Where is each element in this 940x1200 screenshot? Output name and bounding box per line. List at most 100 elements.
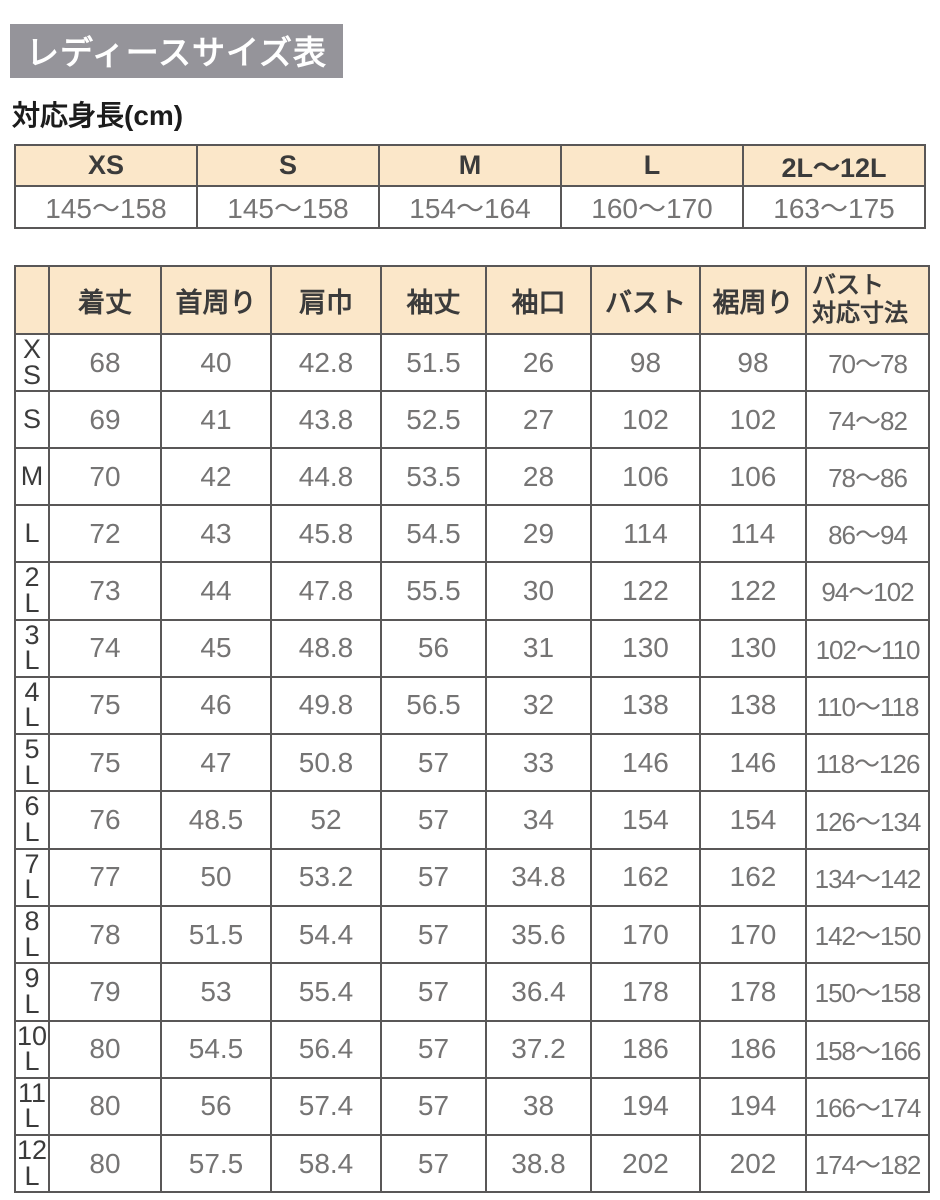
measure-value-cell: 57.5 (160, 1134, 272, 1194)
measure-value-cell: 44.8 (270, 447, 382, 507)
measure-value-cell: 194 (590, 1076, 701, 1137)
measure-value-cell: 45.8 (270, 504, 382, 564)
measure-value-cell: 57.4 (270, 1076, 382, 1137)
height-table: XS S M L 2L〜12L 145〜158 145〜158 154〜164 160〜170… (14, 144, 926, 229)
size-row-label: L (14, 504, 50, 564)
measure-value-cell: 106 (699, 447, 807, 507)
measure-value-cell: 178 (699, 962, 807, 1022)
measure-value-cell: 56 (380, 618, 487, 678)
measure-value-cell: 70 (48, 447, 162, 507)
measure-value-cell: 54.5 (380, 504, 487, 564)
measure-value-cell: 43 (160, 504, 272, 564)
measure-value-cell: 27 (485, 390, 592, 450)
measure-value-cell: 150〜158 (805, 962, 930, 1022)
measure-value-cell: 74〜82 (805, 390, 930, 450)
measure-value-cell: 118〜126 (805, 733, 930, 793)
height-size-header: XS (14, 144, 198, 187)
measure-value-cell: 154 (590, 790, 701, 850)
measure-value-cell: 174〜182 (805, 1134, 930, 1194)
height-size-header: L (560, 144, 744, 187)
measure-value-cell: 146 (699, 733, 807, 793)
measure-value-cell: 52 (270, 790, 382, 850)
size-row-label: 7 L (14, 847, 50, 907)
measure-value-cell: 78〜86 (805, 447, 930, 507)
measure-value-cell: 76 (48, 790, 162, 850)
measure-value-cell: 40 (160, 332, 272, 393)
measure-value-cell: 42.8 (270, 332, 382, 393)
measure-value-cell: 41 (160, 390, 272, 450)
measure-value-cell: 31 (485, 618, 592, 678)
measure-value-cell: 26 (485, 332, 592, 393)
measure-value-cell: 138 (699, 675, 807, 736)
height-range-cell: 145〜158 (196, 185, 380, 229)
height-size-header: S (196, 144, 380, 187)
measure-value-cell: 69 (48, 390, 162, 450)
size-row-3L: 3 L 74 45 48.8 56 31 130 130 102〜110 (14, 618, 930, 678)
measure-value-cell: 114 (699, 504, 807, 564)
measure-value-cell: 122 (699, 561, 807, 621)
measure-value-cell: 48.5 (160, 790, 272, 850)
measure-value-cell: 202 (590, 1134, 701, 1194)
measure-value-cell: 134〜142 (805, 847, 930, 907)
measure-column-header: バスト 対応寸法 (805, 265, 930, 335)
measure-value-cell: 126〜134 (805, 790, 930, 850)
measure-value-cell: 47 (160, 733, 272, 793)
measure-value-cell: 33 (485, 733, 592, 793)
measure-value-cell: 32 (485, 675, 592, 736)
measure-value-cell: 53.5 (380, 447, 487, 507)
measure-column-header: 袖口 (485, 265, 592, 335)
size-table-header-row: 着丈 首周り 肩巾 袖丈 袖口 バスト 裾周り バスト 対応寸法 (14, 265, 930, 335)
measure-value-cell: 78 (48, 904, 162, 965)
measure-value-cell: 57 (380, 962, 487, 1022)
size-row-L: L 72 43 45.8 54.5 29 114 114 86〜94 (14, 504, 930, 564)
measure-value-cell: 146 (590, 733, 701, 793)
measure-column-header: バスト (590, 265, 701, 335)
measure-value-cell: 138 (590, 675, 701, 736)
measure-value-cell: 53 (160, 962, 272, 1022)
measure-value-cell: 45 (160, 618, 272, 678)
measure-value-cell: 110〜118 (805, 675, 930, 736)
measure-value-cell: 130 (590, 618, 701, 678)
size-row-label: 10 L (14, 1019, 50, 1079)
measure-value-cell: 72 (48, 504, 162, 564)
measure-value-cell: 34 (485, 790, 592, 850)
size-row-label: 9 L (14, 962, 50, 1022)
measure-value-cell: 38 (485, 1076, 592, 1137)
measure-value-cell: 43.8 (270, 390, 382, 450)
size-row-label: 12 L (14, 1134, 50, 1194)
measure-value-cell: 102〜110 (805, 618, 930, 678)
measure-value-cell: 56.4 (270, 1019, 382, 1079)
measure-value-cell: 56.5 (380, 675, 487, 736)
measure-value-cell: 70〜78 (805, 332, 930, 393)
measure-value-cell: 57 (380, 1134, 487, 1194)
measure-value-cell: 130 (699, 618, 807, 678)
measure-value-cell: 35.6 (485, 904, 592, 965)
measure-value-cell: 162 (590, 847, 701, 907)
size-row-label: M (14, 447, 50, 507)
size-row-2L: 2 L 73 44 47.8 55.5 30 122 122 94〜102 (14, 561, 930, 621)
measure-column-header: 裾周り (699, 265, 807, 335)
measure-value-cell: 34.8 (485, 847, 592, 907)
size-row-label: 3 L (14, 618, 50, 678)
measure-column-header: 袖丈 (380, 265, 487, 335)
measure-value-cell: 80 (48, 1019, 162, 1079)
measure-value-cell: 158〜166 (805, 1019, 930, 1079)
size-row-10L: 10 L 80 54.5 56.4 57 37.2 186 186 158〜166 (14, 1019, 930, 1079)
measure-value-cell: 57 (380, 847, 487, 907)
measure-value-cell: 54.4 (270, 904, 382, 965)
measure-value-cell: 77 (48, 847, 162, 907)
size-row-8L: 8 L 78 51.5 54.4 57 35.6 170 170 142〜150 (14, 904, 930, 965)
measure-value-cell: 102 (699, 390, 807, 450)
measure-value-cell: 178 (590, 962, 701, 1022)
measure-value-cell: 86〜94 (805, 504, 930, 564)
measure-value-cell: 68 (48, 332, 162, 393)
measure-value-cell: 50.8 (270, 733, 382, 793)
size-row-label: 11 L (14, 1076, 50, 1137)
measure-value-cell: 75 (48, 675, 162, 736)
size-row-label: 2 L (14, 561, 50, 621)
height-range-cell: 160〜170 (560, 185, 744, 229)
size-row-9L: 9 L 79 53 55.4 57 36.4 178 178 150〜158 (14, 962, 930, 1022)
page-title: レディースサイズ表 (10, 24, 344, 78)
measure-value-cell: 57 (380, 1019, 487, 1079)
size-row-label: X S (14, 332, 50, 393)
